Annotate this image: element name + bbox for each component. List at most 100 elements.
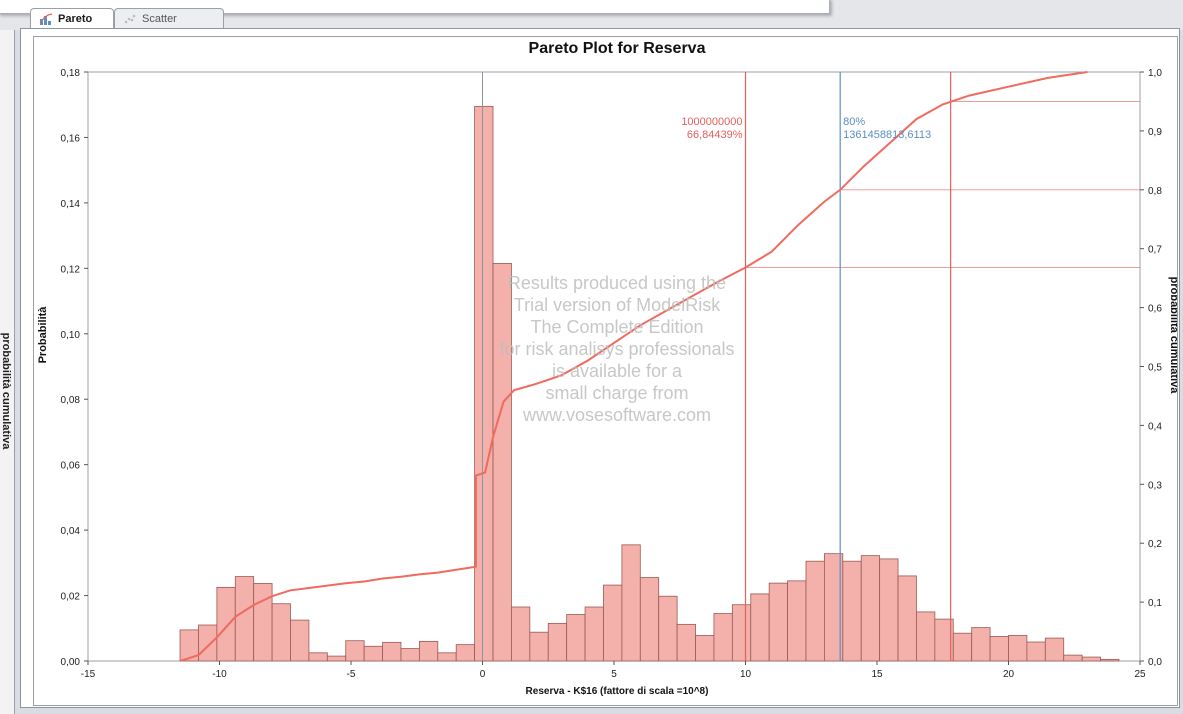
x-tick-label: 0 — [480, 669, 486, 680]
y2-tick-label: 0,1 — [1148, 598, 1162, 609]
histogram-bar — [308, 652, 328, 662]
y-tick-label: 0,16 — [61, 133, 81, 144]
x-tick-label: 25 — [1134, 669, 1146, 680]
marker-label-bottom: 66,84439% — [687, 129, 743, 141]
histogram-bar — [290, 619, 310, 662]
histogram-bar — [1063, 654, 1083, 662]
x-axis-label: Reserva - K$16 (fattore di scala =10^8) — [526, 686, 709, 697]
y2-tick-label: 0,9 — [1148, 127, 1162, 138]
histogram-bar — [345, 640, 365, 662]
x-tick-label: -5 — [347, 669, 356, 680]
histogram-bar — [603, 584, 623, 662]
y2-tick-label: 0,7 — [1148, 245, 1162, 256]
histogram-bar — [1026, 641, 1046, 662]
x-tick-label: 10 — [740, 669, 752, 680]
y-tick-label: 0,08 — [61, 395, 81, 406]
watermark-line: Trial version of ModelRisk — [514, 295, 721, 315]
histogram-bar — [198, 624, 218, 662]
marker-label-top: 1000000000 — [681, 116, 742, 128]
histogram-bar — [787, 580, 807, 662]
histogram-bar — [842, 560, 862, 662]
histogram-bar — [253, 583, 273, 662]
y-axis-label: Probabilità — [37, 306, 49, 364]
histogram-bar — [474, 105, 494, 662]
x-tick-label: -10 — [212, 669, 227, 680]
histogram-bar — [271, 603, 291, 662]
tab-pareto-label: Pareto — [58, 12, 93, 25]
histogram-bar — [676, 623, 696, 662]
histogram-bar — [1044, 637, 1065, 662]
histogram-bar — [326, 655, 347, 662]
y2-tick-label: 0,5 — [1148, 363, 1162, 374]
histogram-bar — [566, 614, 586, 662]
histogram-bar — [695, 635, 715, 662]
chart-axes: -15 -10 -5 0 5 10 15 20 25 0,00 0,02 0,04 0,06 0,08 0,… — [61, 68, 1163, 680]
left-side-pane: probabilità cumulativa — [0, 30, 15, 714]
histogram-bar — [621, 544, 641, 662]
histogram-bar — [400, 648, 420, 662]
y-tick-label: 0,00 — [61, 657, 81, 668]
histogram-bar — [547, 622, 568, 662]
y2-tick-label: 0,2 — [1148, 539, 1162, 550]
y2-tick-label: 0,3 — [1148, 480, 1162, 491]
watermark-line: www.vosesoftware.com — [522, 405, 711, 425]
histogram-bar — [455, 644, 476, 662]
tab-scatter-label: Scatter — [142, 12, 177, 25]
histogram-bar — [1008, 635, 1028, 662]
histogram-bar — [713, 613, 733, 662]
histogram-bar — [584, 606, 604, 662]
histogram-bar — [1100, 658, 1120, 662]
x-tick-label: 5 — [611, 669, 617, 680]
watermark-line: The Complete Edition — [530, 317, 703, 337]
histogram-bar — [989, 636, 1009, 662]
histogram-bar — [971, 627, 991, 662]
y-tick-label: 0,02 — [61, 592, 81, 603]
histogram-bar — [879, 558, 899, 662]
y-tick-label: 0,06 — [61, 461, 81, 472]
histogram-bar — [750, 593, 770, 662]
histogram-bar — [658, 595, 678, 662]
histogram-bar — [731, 604, 752, 662]
y-tick-label: 0,18 — [61, 68, 81, 79]
chart-title: Pareto Plot for Reserva — [529, 40, 706, 57]
y2-tick-label: 0,8 — [1148, 186, 1162, 197]
watermark-line: for risk analisys professionals — [499, 339, 734, 359]
y-tick-label: 0,14 — [61, 199, 81, 210]
cumulative-curve — [179, 71, 1088, 662]
y-tick-label: 0,12 — [61, 264, 81, 275]
histogram-bar — [952, 632, 973, 662]
histogram-bar — [805, 560, 825, 662]
x-tick-label: 20 — [1003, 669, 1015, 680]
histogram-bar — [916, 611, 936, 662]
watermark-line: is available for a — [552, 361, 683, 381]
tab-pareto[interactable]: Pareto — [30, 8, 114, 28]
y-tick-label: 0,10 — [61, 330, 81, 341]
histogram-bar — [234, 576, 255, 662]
plot-area — [87, 71, 1141, 662]
histogram-bar — [897, 575, 917, 662]
tab-scatter[interactable]: Scatter — [114, 8, 224, 28]
marker-label-top: 80% — [843, 116, 865, 128]
cumulative-line — [179, 71, 1088, 662]
histogram-bar — [1081, 656, 1101, 662]
histogram-bar — [639, 577, 660, 662]
watermark-line: Results produced using the — [508, 273, 726, 293]
histogram-bars — [179, 105, 1120, 662]
y2-tick-label: 0,0 — [1148, 657, 1162, 668]
histogram-bar — [511, 606, 531, 662]
y2-axis-label: probabilità cumulativa — [1168, 277, 1177, 395]
pareto-chart-icon — [39, 12, 53, 25]
histogram-bar — [492, 263, 512, 662]
reference-lines — [482, 72, 1140, 661]
histogram-bar — [768, 582, 788, 662]
y-tick-label: 0,04 — [61, 526, 81, 537]
x-tick-label: -15 — [81, 669, 96, 680]
histogram-bar — [860, 555, 881, 662]
y2-tick-label: 1,0 — [1148, 68, 1162, 79]
left-pane-axis-label: probabilità cumulativa — [0, 332, 12, 450]
y2-tick-label: 0,4 — [1148, 421, 1162, 432]
histogram-bar — [363, 645, 383, 662]
watermark-line: small charge from — [545, 383, 688, 403]
